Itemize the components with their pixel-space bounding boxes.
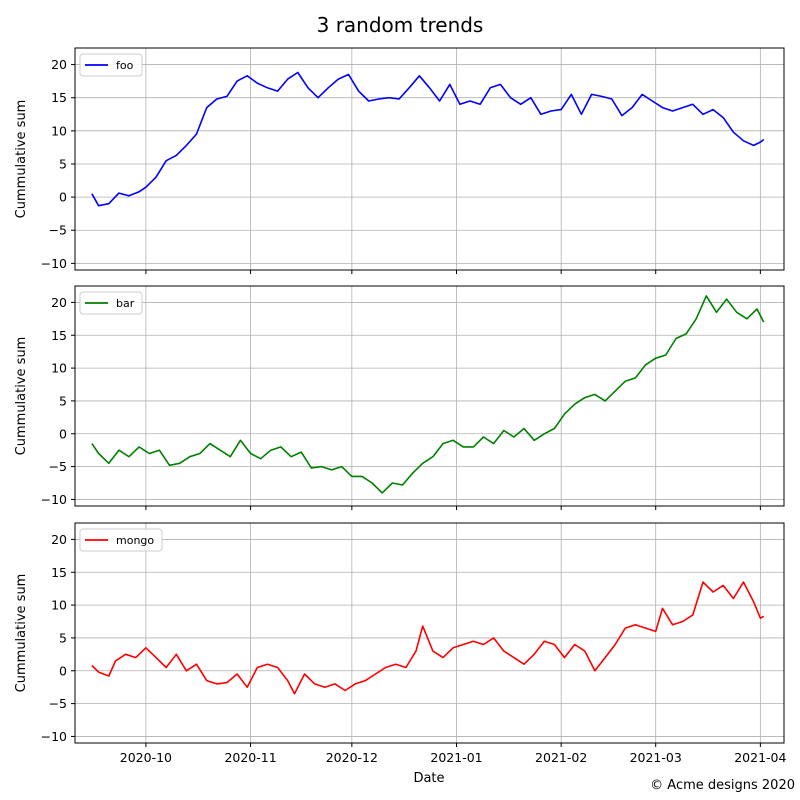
y-tick-label: 15 [51,90,67,105]
y-tick-label: −10 [41,492,67,507]
figure-title: 3 random trends [317,13,484,37]
axes-frame [74,522,785,744]
legend-label-bar: bar [116,297,135,310]
y-tick-label: −5 [49,223,67,238]
x-tick-label: 2021-01 [430,750,482,765]
y-axis-label: Cummulative sum [14,337,29,456]
legend-box [79,53,143,77]
y-tick-label: 20 [51,295,67,310]
y-tick-label: −10 [41,256,67,271]
x-tick-label: 2020-12 [326,750,378,765]
y-axis-label: Cummulative sum [14,574,29,693]
legend: bar [79,291,143,315]
y-tick-label: −5 [49,459,67,474]
axes-frame [74,47,785,271]
axes-frame [74,285,785,507]
series-line-mongo [91,581,765,695]
panels: −10 −5 0 5 10 15 20 Cummulative sum foo −10 −5 0 5 10… [14,47,787,765]
y-axis-label: Cummulative sum [14,100,29,219]
y-tick-label: 15 [51,328,67,343]
credit-text: © Acme designs 2020 [650,778,795,793]
series-line-bar [91,295,765,494]
y-tick-label: 10 [51,598,67,613]
x-tick-label: 2020-11 [224,750,276,765]
subplot-3: −10 −5 0 5 10 15 20 2020-10 2020-11 2020-12 2021-0… [14,522,787,765]
subplot-1: −10 −5 0 5 10 15 20 Cummulative sum foo [14,47,785,274]
legend: foo [79,53,143,77]
x-axis-label: Date [413,771,444,786]
y-tick-label: 0 [59,426,67,441]
legend-label-mongo: mongo [116,534,154,547]
x-tick-label: 2021-03 [630,750,682,765]
x-tick-label: 2021-02 [535,750,587,765]
y-tick-label: 10 [51,123,67,138]
legend-label-foo: foo [116,59,134,72]
subplot-2: −10 −5 0 5 10 15 20 Cummulative sum bar [14,285,785,510]
legend: mongo [79,528,163,552]
x-tick-label: 2021-04 [734,750,786,765]
y-tick-label: −5 [49,696,67,711]
x-tick-label: 2020-10 [120,750,172,765]
y-tick-label: 0 [59,190,67,205]
y-tick-label: 5 [59,156,67,171]
y-tick-label: 5 [59,393,67,408]
y-tick-label: −10 [41,729,67,744]
y-tick-label: 10 [51,361,67,376]
y-tick-label: 5 [59,630,67,645]
series-line-foo [91,71,765,207]
legend-box [79,291,143,315]
legend-box [79,528,163,552]
y-tick-label: 20 [51,532,67,547]
y-tick-label: 0 [59,663,67,678]
y-tick-label: 15 [51,565,67,580]
y-tick-label: 20 [51,57,67,72]
